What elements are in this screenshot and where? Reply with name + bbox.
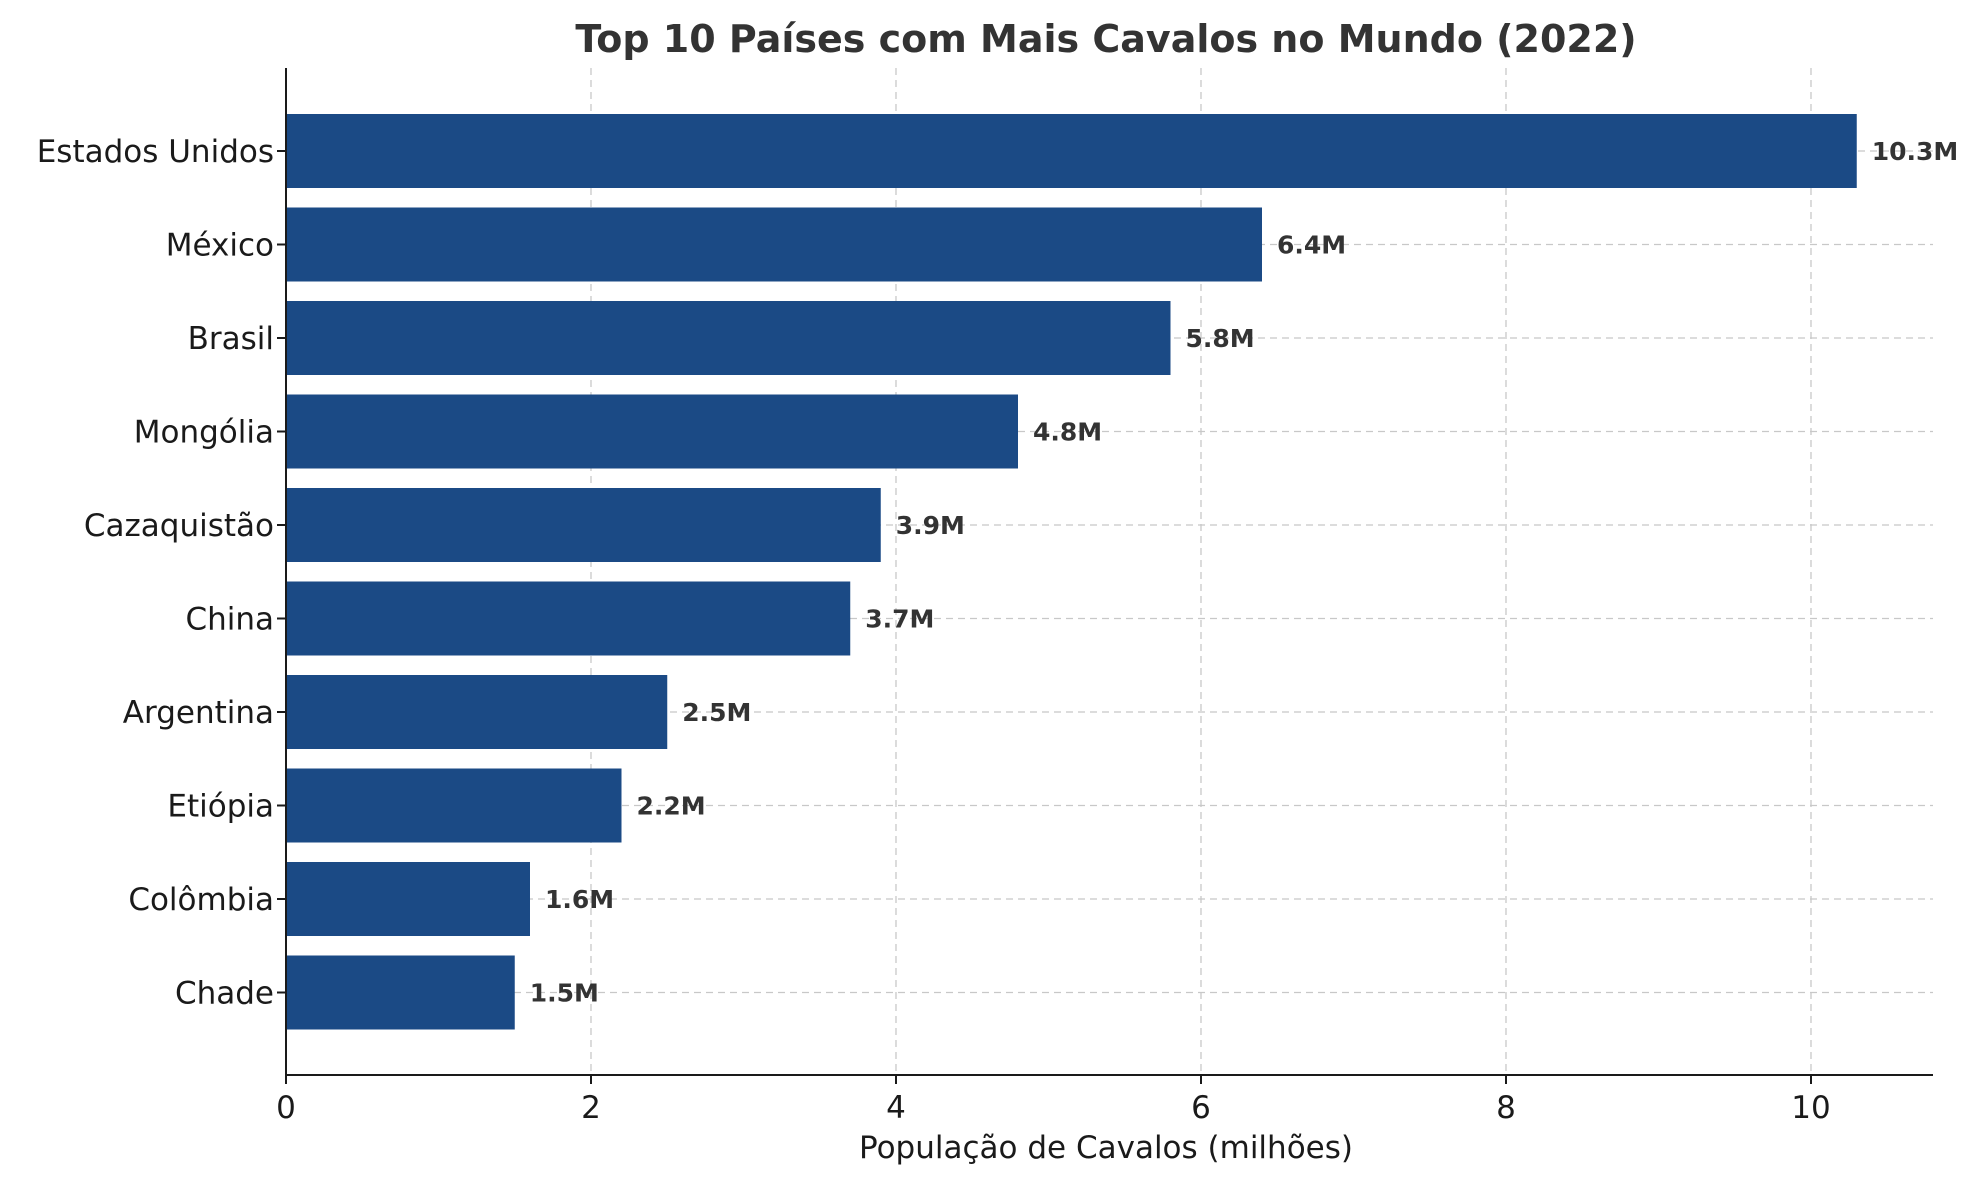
value-label: 4.8M — [1033, 418, 1102, 447]
axis-layer: Estados Unidos México Brasil Mongólia Cazaqu… — [37, 68, 1933, 1126]
chart-title: Top 10 Países com Mais Cavalos no Mundo … — [575, 17, 1636, 61]
category-label: México — [166, 228, 274, 264]
category-label: Brasil — [188, 321, 274, 357]
bar — [286, 675, 668, 749]
x-tick-label: 4 — [886, 1090, 906, 1126]
bar — [286, 768, 622, 843]
bar — [286, 394, 1018, 469]
x-tick-label: 2 — [581, 1090, 601, 1126]
bar — [286, 301, 1171, 375]
value-label: 6.4M — [1277, 231, 1346, 260]
x-tick-label: 6 — [1191, 1090, 1211, 1126]
bar — [286, 114, 1857, 188]
category-label: Chade — [175, 976, 274, 1012]
bar — [286, 955, 515, 1030]
bar — [286, 488, 881, 562]
value-label: 1.5M — [530, 979, 599, 1008]
category-label: Cazaquistão — [84, 508, 274, 544]
value-label: 2.2M — [637, 792, 706, 821]
value-label: 3.7M — [865, 605, 934, 634]
category-label: Estados Unidos — [37, 134, 274, 170]
bar — [286, 862, 530, 936]
category-label: Argentina — [123, 695, 274, 731]
x-axis-label: População de Cavalos (milhões) — [859, 1130, 1353, 1166]
category-label: Etiópia — [167, 789, 274, 825]
x-tick-label: 8 — [1496, 1090, 1516, 1126]
value-label: 2.5M — [682, 698, 751, 727]
value-label: 1.6M — [545, 885, 614, 914]
category-label: China — [185, 602, 274, 638]
value-label: 3.9M — [896, 511, 965, 540]
category-label: Mongólia — [134, 415, 274, 451]
x-tick-label: 0 — [276, 1090, 296, 1126]
value-label: 10.3M — [1872, 137, 1959, 166]
value-label: 5.8M — [1186, 324, 1255, 353]
bar — [286, 207, 1262, 282]
bar-layer: 10.3M 6.4M 5.8M 4.8M 3.9M 3.7M 2.5M 2.2M 1.6M 1.5… — [286, 114, 1958, 1030]
category-label: Colômbia — [128, 882, 274, 918]
bar — [286, 581, 851, 656]
x-tick-label: 10 — [1791, 1090, 1830, 1126]
